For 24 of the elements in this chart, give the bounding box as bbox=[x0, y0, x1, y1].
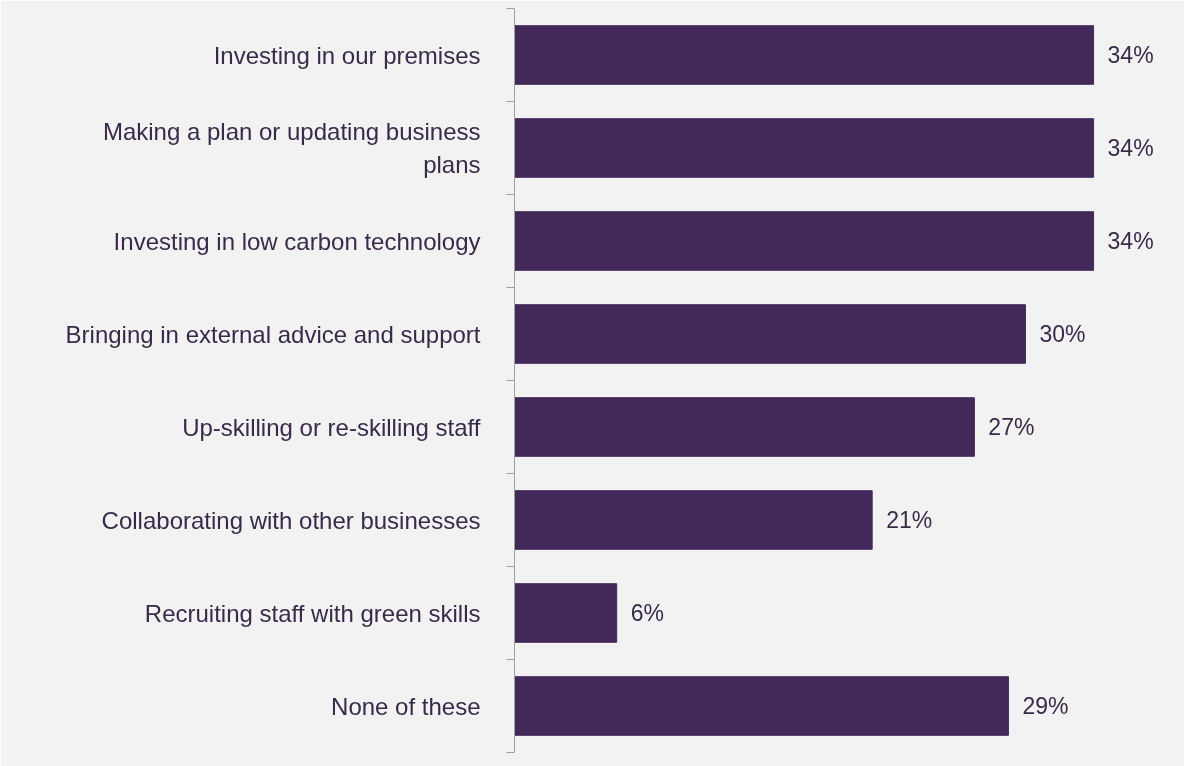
y-tick-label: None of these bbox=[331, 692, 481, 720]
data-label: 21% bbox=[886, 507, 933, 533]
bar bbox=[514, 676, 1009, 736]
bar bbox=[514, 118, 1095, 178]
data-label: 34% bbox=[1107, 135, 1154, 161]
bar bbox=[514, 397, 975, 457]
bar bbox=[514, 211, 1095, 271]
data-label: 6% bbox=[630, 600, 664, 626]
bar bbox=[514, 304, 1026, 364]
y-tick-label: Making a plan or updating business plans bbox=[102, 118, 481, 178]
data-label: 34% bbox=[1107, 228, 1154, 254]
bar bbox=[514, 490, 873, 550]
data-label: 30% bbox=[1039, 321, 1086, 347]
data-label: 27% bbox=[988, 414, 1035, 440]
y-tick-label: Bringing in external advice and support bbox=[65, 320, 481, 348]
data-label: 29% bbox=[1022, 693, 1069, 719]
y-tick-label: Recruiting staff with green skills bbox=[144, 599, 481, 627]
y-tick-label: Investing in low carbon technology bbox=[113, 227, 481, 255]
bar bbox=[514, 583, 618, 643]
y-tick-label: Investing in our premises bbox=[213, 41, 481, 69]
bar bbox=[514, 25, 1095, 85]
data-label: 34% bbox=[1107, 42, 1154, 68]
y-tick-label: Collaborating with other businesses bbox=[101, 506, 481, 534]
y-tick-label: Up-skilling or re-skilling staff bbox=[182, 413, 481, 441]
